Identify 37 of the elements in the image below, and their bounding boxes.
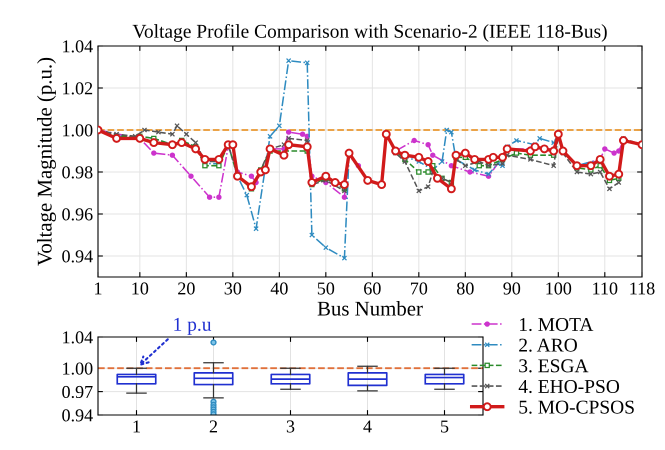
y-tick-label: 1.02 xyxy=(63,82,92,95)
x-tick-label: 100 xyxy=(546,282,572,295)
x-tick-label: 1 xyxy=(134,420,140,432)
legend-label: 3. ESGA xyxy=(519,359,588,372)
x-tick-label: 50 xyxy=(318,282,334,295)
chart-title: Voltage Profile Comparison with Scenario-2 (IEEE 118-Bus) xyxy=(132,24,607,42)
x-axis-title: Bus Number xyxy=(318,301,423,316)
x-tick-label: 110 xyxy=(593,282,618,295)
x-tick-label: 4 xyxy=(363,420,372,432)
x-tick-label: 20 xyxy=(178,282,195,295)
y-tick-label: 1.00 xyxy=(63,362,92,375)
y-tick-label: 0.98 xyxy=(62,166,92,179)
y-tick-label: 1.04 xyxy=(63,331,93,344)
x-tick-label: 5 xyxy=(441,420,448,433)
x-tick-label: 80 xyxy=(456,282,474,295)
legend-label: 4. EHO-PSO xyxy=(518,380,620,394)
y-tick-label: 0.94 xyxy=(62,409,93,422)
x-tick-label: 10 xyxy=(132,282,148,295)
y-tick-label: 1.04 xyxy=(63,40,93,53)
y-tick-label: 0.96 xyxy=(62,208,93,221)
x-tick-label: 90 xyxy=(503,282,520,295)
legend-label: 1. MOTA xyxy=(520,318,594,332)
x-tick-label: 30 xyxy=(224,282,242,295)
annotation: 1 p.u xyxy=(174,318,212,335)
y-tick-label: 0.97 xyxy=(62,386,93,398)
x-tick-label: 2 xyxy=(210,420,218,432)
x-tick-label: 1 xyxy=(95,282,102,294)
y-axis-title: Voltage Magnitude (p.u.) xyxy=(37,58,56,266)
y-tick-label: 1.00 xyxy=(63,124,92,137)
legend-label: 2. ARO xyxy=(519,338,577,352)
x-tick-label: 40 xyxy=(270,282,288,295)
x-tick-label: 70 xyxy=(410,282,428,295)
legend-label: 5. MO-CPSOS xyxy=(519,400,634,414)
y-tick-label: 0.94 xyxy=(62,250,93,263)
x-tick-label: 3 xyxy=(286,420,294,433)
x-tick-label: 118 xyxy=(630,282,655,295)
x-tick-label: 60 xyxy=(364,282,381,295)
